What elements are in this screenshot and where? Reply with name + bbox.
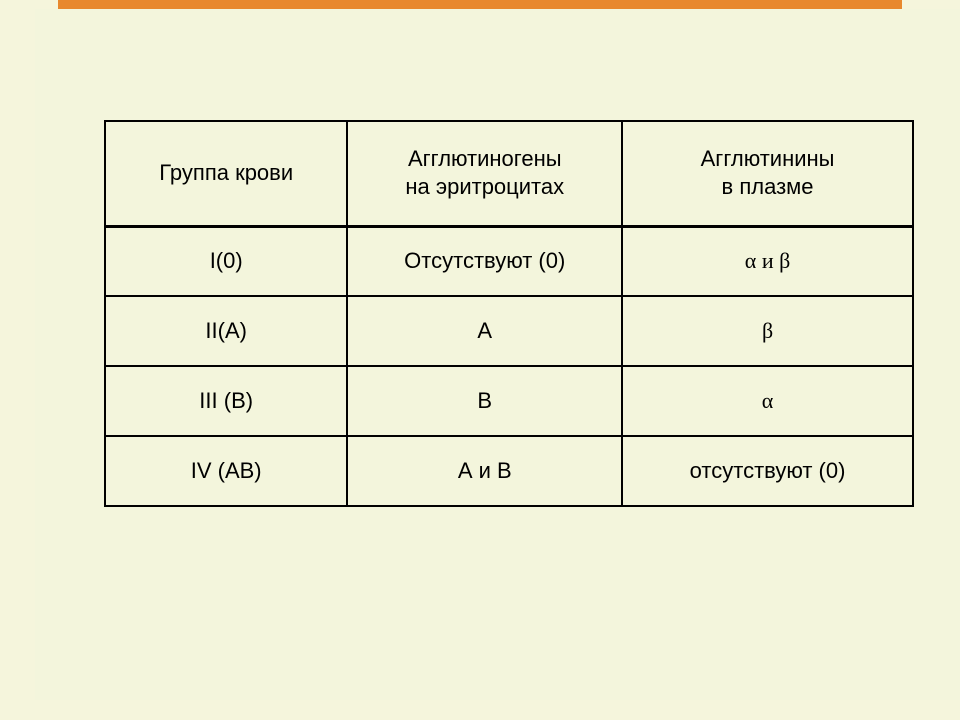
cell-agglutinins: α и β	[622, 226, 913, 296]
header-cell-agglutinogens: Агглютиногенына эритроцитах	[347, 121, 622, 226]
header-cell-group: Группа крови	[105, 121, 347, 226]
content-panel: Группа крови Агглютиногенына эритроцитах…	[35, 9, 960, 700]
table-container: Группа крови Агглютиногенына эритроцитах…	[104, 120, 914, 507]
table-row: III (В) В α	[105, 366, 913, 436]
header-cell-agglutinins: Агглютининыв плазме	[622, 121, 913, 226]
cell-agglutinogens: А	[347, 296, 622, 366]
cell-agglutinogens: А и В	[347, 436, 622, 506]
cell-group: II(А)	[105, 296, 347, 366]
cell-group: I(0)	[105, 226, 347, 296]
header-row: Группа крови Агглютиногенына эритроцитах…	[105, 121, 913, 226]
table-row: IV (АВ) А и В отсутствуют (0)	[105, 436, 913, 506]
blood-group-table: Группа крови Агглютиногенына эритроцитах…	[104, 120, 914, 507]
table-row: I(0) Отсутствуют (0) α и β	[105, 226, 913, 296]
cell-group: IV (АВ)	[105, 436, 347, 506]
accent-bar	[58, 0, 902, 9]
cell-agglutinogens: Отсутствуют (0)	[347, 226, 622, 296]
cell-agglutinins: отсутствуют (0)	[622, 436, 913, 506]
cell-group: III (В)	[105, 366, 347, 436]
cell-agglutinins: β	[622, 296, 913, 366]
table-row: II(А) А β	[105, 296, 913, 366]
cell-agglutinins: α	[622, 366, 913, 436]
cell-agglutinogens: В	[347, 366, 622, 436]
